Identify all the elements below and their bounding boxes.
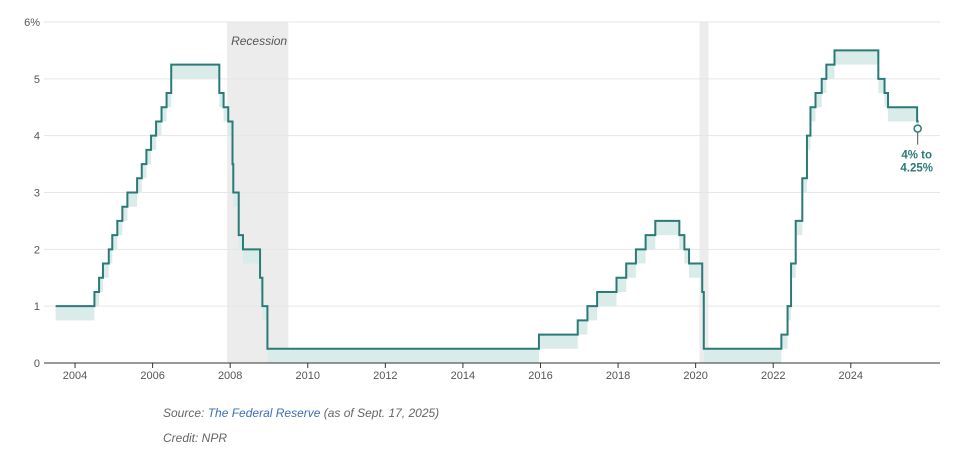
- x-tick-label: 2004: [63, 370, 87, 382]
- x-tick-label: 2006: [140, 370, 164, 382]
- x-tick-label: 2022: [761, 370, 785, 382]
- y-tick-label: 5: [34, 74, 40, 86]
- fed-funds-chart: 0 1 2 3 4 5 6% Recession 2004 2006 2008 2010 2012 201…: [24, 17, 940, 382]
- x-tick-label: 2010: [296, 370, 320, 382]
- rate-range-band: [55, 50, 919, 364]
- y-tick-label: 2: [34, 244, 40, 256]
- credit-note: Credit: NPR: [163, 431, 228, 445]
- x-tick-label: 2008: [218, 370, 242, 382]
- x-tick-label: 2014: [451, 370, 475, 382]
- x-tick-label: 2018: [606, 370, 630, 382]
- y-tick-label: 0: [34, 358, 40, 370]
- rate-line: [55, 49, 919, 350]
- y-tick-label: 4: [34, 131, 40, 143]
- y-tick-label: 3: [34, 188, 40, 200]
- y-tick-label: 6%: [24, 17, 40, 29]
- recession-label: Recession: [231, 34, 287, 48]
- y-tick-label: 1: [34, 301, 40, 313]
- x-tick-label: 2020: [683, 370, 707, 382]
- source-prefix: Source:: [163, 406, 208, 420]
- x-tick-label: 2024: [839, 370, 863, 382]
- x-tick-label: 2012: [373, 370, 397, 382]
- end-point-marker: [913, 124, 922, 133]
- end-annotation-text: 4% to: [901, 150, 932, 162]
- source-link[interactable]: The Federal Reserve: [207, 406, 321, 420]
- source-suffix: (as of Sept. 17, 2025): [320, 406, 440, 420]
- x-tick-label: 2016: [528, 370, 552, 382]
- source-note: Source: The Federal Reserve (as of Sept.…: [163, 406, 439, 420]
- end-annotation-text: 4.25%: [900, 163, 933, 175]
